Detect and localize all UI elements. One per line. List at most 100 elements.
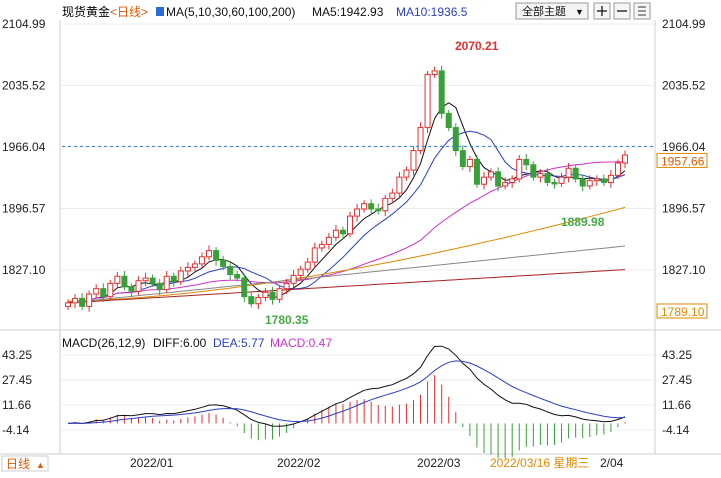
candle-body (607, 174, 614, 183)
zoom-out-icon[interactable] (613, 2, 631, 20)
candle-body (107, 282, 114, 298)
candle-body (297, 268, 304, 276)
ma-color-swatch (156, 7, 164, 16)
x-axis-label-feb: 2022/02 (277, 456, 321, 470)
candle-body (389, 192, 396, 199)
candle-body (438, 70, 445, 114)
candle-body (213, 250, 220, 261)
candle-body (396, 176, 403, 194)
candle-body (480, 176, 487, 185)
x-axis-label-mar: 2022/03 (417, 456, 461, 470)
macd-diff-line (67, 345, 626, 427)
price-tick-left: 2104.99 (2, 17, 46, 31)
candle-body (198, 256, 205, 265)
candle-body (431, 70, 438, 75)
macd-tick-right: 43.25 (662, 348, 692, 362)
ma200-line (67, 269, 626, 304)
ma10-value: MA10:1936.5 (396, 5, 468, 19)
macd-diff-value: DIFF:6.00 (153, 336, 207, 350)
candle-body (558, 176, 565, 184)
current-price-value: 1957.66 (661, 154, 705, 168)
candle-body (79, 297, 86, 307)
candle-body (523, 158, 530, 166)
candle-body (586, 180, 593, 187)
price-ticks-right: 2104.99 2035.52 1966.04 1896.57 1827.10 (662, 17, 706, 277)
candle-body (579, 178, 586, 187)
candle-body (114, 275, 121, 284)
macd-header: MACD(26,12,9) DIFF:6.00 DEA:5.77 MACD:0.… (62, 336, 332, 350)
candle-body (361, 203, 368, 210)
macd-tick-right: -4.14 (662, 423, 690, 437)
ma-settings-label[interactable]: MA(5,10,30,60,100,200) (166, 5, 295, 19)
price-tick-left: 2035.52 (2, 78, 46, 92)
macd-ticks-left: 43.25 27.45 11.66 -4.14 (2, 348, 32, 437)
macd-dea-value: DEA:5.77 (213, 336, 265, 350)
period-switch[interactable]: 日线 ▲ (1, 455, 49, 472)
period-switch-label: 日线 (6, 457, 30, 471)
candle-body (502, 181, 509, 187)
candle-body (347, 215, 354, 235)
price-tick-right: 1966.04 (662, 140, 706, 154)
candle-body (572, 167, 579, 180)
candle-body (290, 274, 297, 284)
candle-body (466, 158, 473, 168)
candle-body (509, 178, 516, 183)
price-ticks-left: 2104.99 2035.52 1966.04 1896.57 1827.10 (2, 17, 46, 277)
x-axis: 2022/01 2022/02 2022/03 2022/03/16 星期三 2… (130, 456, 624, 470)
bottom-price-tag: 1789.10 (656, 303, 708, 319)
price-tick-right: 2104.99 (662, 17, 706, 31)
candle-body (227, 266, 234, 276)
candle-body (255, 297, 262, 305)
instrument-name[interactable]: 现货黄金 (62, 4, 110, 19)
candle-body (530, 164, 537, 178)
candle-body (516, 158, 523, 180)
candle-body (375, 208, 382, 212)
candle-body (156, 282, 163, 291)
macd-lines (67, 345, 626, 427)
candle-body (269, 291, 276, 300)
candle-body (100, 288, 107, 298)
candle-body (283, 282, 290, 290)
candle-body (177, 270, 184, 283)
chevron-down-icon: ▼ (575, 7, 584, 17)
candle-body (86, 293, 93, 307)
chart-header: 现货黄金 <日线> MA(5,10,30,60,100,200) MA5:194… (62, 4, 468, 19)
macd-tick-left: 43.25 (2, 348, 32, 362)
macd-tick-left: 11.66 (2, 398, 31, 412)
candle-body (332, 229, 339, 238)
ma100-line (67, 245, 626, 304)
x-axis-label-jan: 2022/01 (130, 456, 174, 470)
period-label[interactable]: <日线> (110, 5, 148, 19)
candle-body (495, 171, 502, 187)
last-date-label: 2/04 (600, 456, 624, 470)
low-annotation: 1780.35 (265, 313, 309, 327)
candle-body (410, 150, 417, 171)
candle-body (241, 277, 248, 298)
candle-body (318, 243, 325, 249)
candle-body (72, 297, 79, 304)
zoom-in-icon[interactable] (593, 2, 611, 20)
candle-body (149, 277, 156, 284)
candle-body (593, 178, 600, 182)
menu-icon[interactable] (633, 2, 651, 20)
candle-body (206, 250, 213, 258)
candle-body (544, 173, 551, 183)
mid-low-annotation: 1889.98 (561, 215, 605, 229)
candle-body (248, 296, 255, 305)
candle-body (488, 171, 495, 178)
price-tick-right: 2035.52 (662, 78, 706, 92)
bottom-price-value: 1789.10 (661, 305, 705, 319)
candle-body (304, 261, 311, 270)
candle-body (473, 158, 480, 185)
candle-body (551, 181, 558, 185)
high-annotation: 2070.21 (455, 39, 499, 53)
candle-body (614, 162, 621, 176)
macd-tick-right: 27.45 (662, 373, 692, 387)
candle-body (262, 291, 269, 299)
candle-body (622, 154, 628, 164)
theme-dropdown[interactable]: 全部主题 ▼ (515, 2, 589, 20)
macd-settings-label[interactable]: MACD(26,12,9) (62, 336, 145, 350)
candle-body (93, 288, 100, 295)
candle-body (339, 229, 346, 235)
